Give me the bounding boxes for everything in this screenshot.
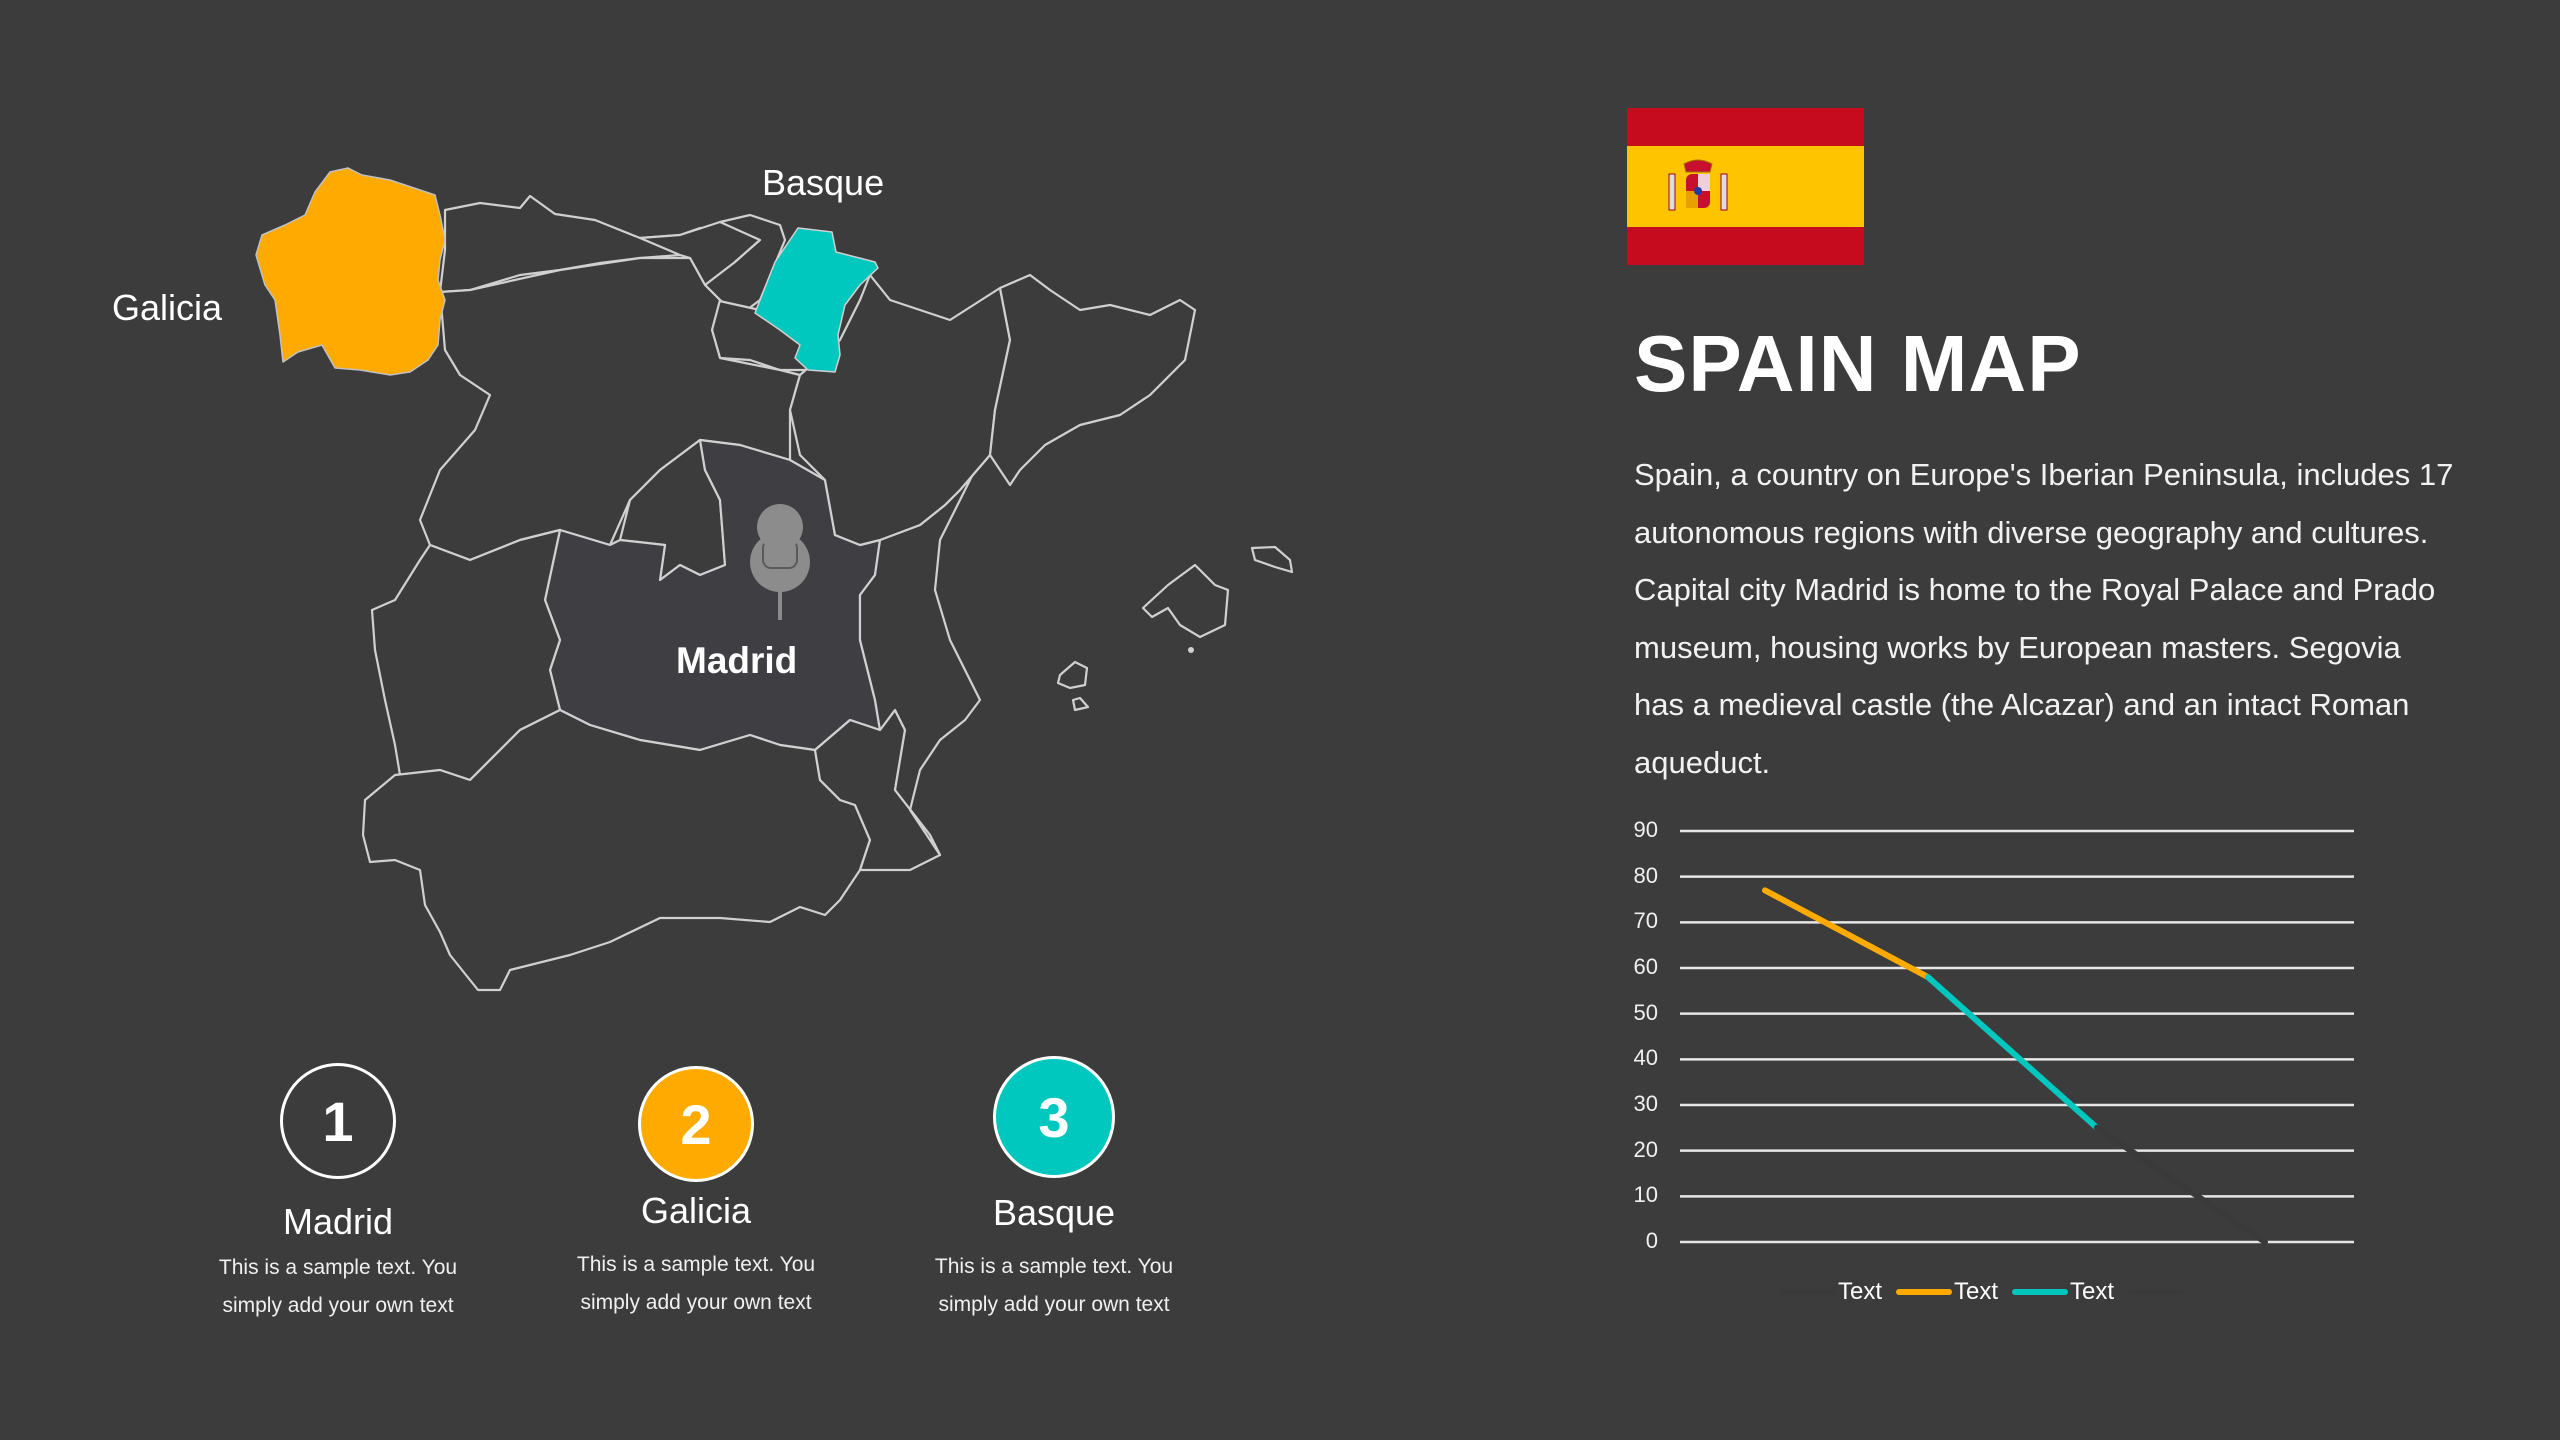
card-title: Galicia (640, 1190, 752, 1231)
y-tick-label: 20 (1633, 1136, 1658, 1162)
legend-item (2128, 1289, 2186, 1295)
spain-map (255, 167, 1294, 992)
card-text-line1: This is a sample text. You (934, 1255, 1174, 1278)
description-text: Spain, a country on Europe's Iberian Pen… (1634, 457, 2454, 780)
island-ibiza[interactable] (1056, 660, 1089, 690)
card-text-line1: This is a sample text. You (576, 1253, 816, 1276)
y-tick-label: 0 (1645, 1228, 1658, 1253)
coat-of-arms-icon (1668, 159, 1728, 211)
y-tick-label: 90 (1633, 817, 1658, 842)
region-galicia-highlighted[interactable] (255, 167, 446, 376)
legend-swatch (2128, 1289, 2185, 1295)
chart-legend: Text Text Text (1780, 1278, 2200, 1306)
card-text-line2: simply add your own text (938, 1293, 1170, 1316)
card-text-line2: simply add your own text (222, 1294, 454, 1317)
legend-item: Text (1896, 1278, 1998, 1306)
card-madrid: 1 Madrid This is a sample text. You simp… (158, 1063, 518, 1325)
map-label-basque: Basque (762, 162, 885, 203)
y-tick-label: 80 (1633, 862, 1658, 888)
y-tick-label: 60 (1633, 954, 1658, 979)
region-andalusia[interactable] (361, 708, 872, 992)
y-tick-label: 30 (1633, 1091, 1658, 1116)
legend-swatch (1896, 1289, 1953, 1295)
spain-flag-icon (1627, 108, 1864, 265)
legend-label: Text (1954, 1278, 1999, 1305)
map-label-galicia: Galicia (112, 287, 223, 328)
y-tick-label: 10 (1633, 1182, 1658, 1208)
region-catalonia[interactable] (988, 273, 1197, 487)
number-badge-2: 2 (638, 1066, 754, 1182)
card-text-line1: This is a sample text. You (218, 1256, 458, 1279)
y-tick-label: 70 (1633, 908, 1658, 934)
card-basque: 3 Basque This is a sample text. You simp… (874, 1056, 1234, 1324)
island-cabrera (1188, 647, 1194, 653)
card-title: Basque (992, 1192, 1116, 1233)
line-chart (1600, 800, 2400, 1320)
card-title: Madrid (282, 1201, 394, 1242)
y-tick-label: 50 (1633, 999, 1658, 1025)
region-basque-highlighted[interactable] (754, 227, 879, 373)
number-badge-1: 1 (280, 1063, 396, 1179)
map-label-madrid: Madrid (676, 640, 798, 681)
card-text-line2: simply add your own text (580, 1291, 812, 1314)
number-badge-3: 3 (993, 1056, 1115, 1178)
page-title: SPAIN MAP (1634, 319, 2082, 408)
island-formentera[interactable] (1071, 696, 1090, 712)
island-menorca[interactable] (1250, 545, 1294, 574)
card-galicia: 2 Galicia This is a sample text. You sim… (516, 1066, 876, 1322)
legend-swatch (1780, 1289, 1836, 1295)
legend-swatch (2012, 1289, 2069, 1295)
legend-item: Text (2012, 1278, 2114, 1306)
legend-label: Text (2070, 1278, 2115, 1305)
y-tick-label: 40 (1633, 1045, 1658, 1071)
legend-label: Text (1838, 1278, 1883, 1305)
legend-item: Text (1780, 1278, 1882, 1306)
pushpin-icon (750, 504, 810, 620)
island-mallorca[interactable] (1141, 563, 1230, 639)
